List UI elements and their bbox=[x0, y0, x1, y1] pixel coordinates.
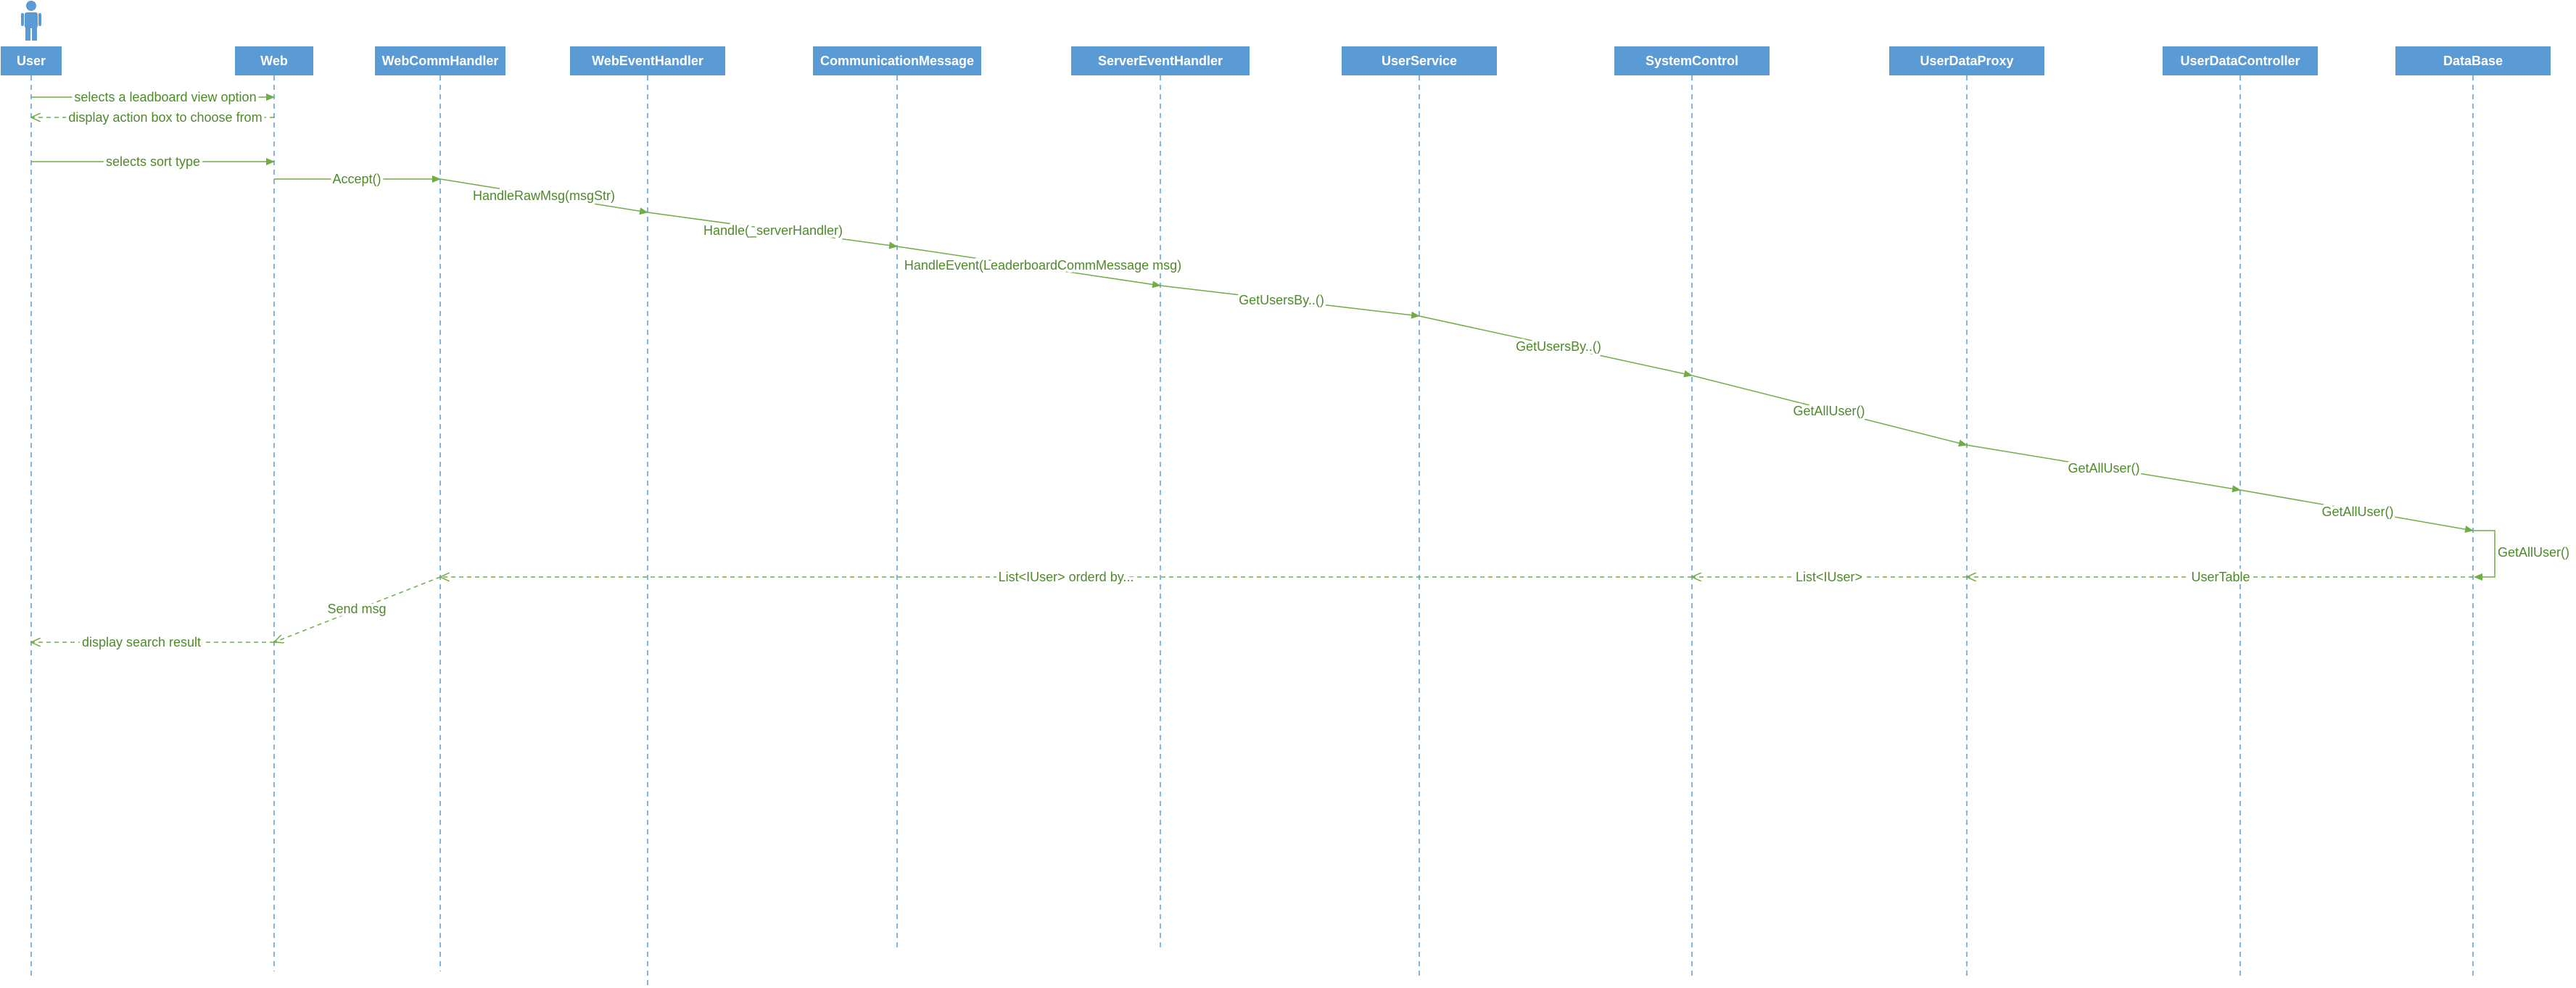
message-sync: Accept() bbox=[274, 169, 441, 189]
message-return: List<IUser> bbox=[1692, 567, 1967, 587]
message-sync: HandleEvent(LeaderboardCommMessage msg) bbox=[896, 246, 1184, 288]
message-return: Send msg bbox=[274, 576, 441, 642]
participant-box bbox=[2163, 46, 2318, 75]
message-sync: GetAllUser() bbox=[2239, 489, 2474, 534]
participant-box bbox=[375, 46, 505, 75]
call-arrow bbox=[647, 212, 898, 249]
message-sync: GetAllUser() bbox=[1966, 444, 2241, 493]
message-label: UserTable bbox=[2191, 570, 2250, 584]
message-sync: GetUsersBy..() bbox=[1419, 315, 1693, 378]
message-label: GetAllUser() bbox=[2498, 545, 2569, 560]
participant-user[interactable]: User bbox=[1, 46, 62, 75]
participant-database[interactable]: DataBase bbox=[2395, 46, 2551, 75]
message-label: Accept() bbox=[332, 172, 381, 186]
message-label: GetAllUser() bbox=[1793, 404, 1865, 418]
participant-label: ServerEventHandler bbox=[1098, 54, 1223, 68]
message-sync: GetAllUser() bbox=[1691, 375, 1968, 447]
participant-box bbox=[1614, 46, 1770, 75]
participant-webcomm[interactable]: WebCommHandler bbox=[375, 46, 505, 75]
participant-label: Web bbox=[260, 54, 288, 68]
message-label: HandleEvent(LeaderboardCommMessage msg) bbox=[904, 258, 1181, 273]
message-sync: HandleRawMsg(msgStr) bbox=[439, 178, 648, 215]
participant-box bbox=[570, 46, 725, 75]
message-return: List<IUser> orderd by... bbox=[440, 567, 1692, 587]
message-label: selects a leadboard view option bbox=[74, 90, 256, 104]
participant-serverevent[interactable]: ServerEventHandler bbox=[1071, 46, 1250, 75]
message-label: GetUsersBy..() bbox=[1516, 339, 1601, 354]
participant-label: WebCommHandler bbox=[382, 54, 499, 68]
participant-controller[interactable]: UserDataController bbox=[2163, 46, 2318, 75]
participant-label: DataBase bbox=[2443, 54, 2503, 68]
message-label: Handle(_serverHandler) bbox=[703, 223, 843, 238]
participant-box bbox=[1071, 46, 1250, 75]
message-return: display action box to choose from bbox=[31, 107, 274, 128]
message-label: GetAllUser() bbox=[2321, 505, 2393, 519]
return-arrow bbox=[274, 576, 441, 642]
participant-box bbox=[1889, 46, 2044, 75]
participant-label: SystemControl bbox=[1646, 54, 1738, 68]
participant-box bbox=[235, 46, 313, 75]
participant-label: UserService bbox=[1382, 54, 1457, 68]
call-arrow bbox=[2239, 489, 2474, 534]
participant-box bbox=[1, 46, 62, 75]
participant-label: UserDataProxy bbox=[1920, 54, 2013, 68]
participant-box bbox=[2395, 46, 2551, 75]
message-label: GetAllUser() bbox=[2068, 461, 2139, 476]
message-return: UserTable bbox=[1967, 567, 2473, 587]
call-arrow bbox=[1419, 315, 1693, 378]
message-label: GetUsersBy..() bbox=[1239, 293, 1324, 307]
participant-label: CommunicationMessage bbox=[820, 54, 974, 68]
participant-label: User bbox=[17, 54, 46, 68]
person-icon bbox=[21, 1, 41, 41]
message-sync: selects sort type bbox=[31, 151, 275, 172]
message-label: display action box to choose from bbox=[68, 110, 262, 125]
participant-box bbox=[1342, 46, 1497, 75]
message-return: display search result bbox=[31, 632, 274, 652]
participant-label: WebEventHandler bbox=[592, 54, 703, 68]
participant-commmsg[interactable]: CommunicationMessage bbox=[813, 46, 981, 75]
call-arrow bbox=[1160, 285, 1420, 319]
message-label: HandleRawMsg(msgStr) bbox=[473, 188, 615, 203]
self-call-arrow bbox=[2473, 530, 2496, 581]
message-label: List<IUser> bbox=[1796, 570, 1862, 584]
call-arrow bbox=[896, 246, 1161, 288]
call-arrow bbox=[439, 178, 648, 215]
call-arrow bbox=[1966, 444, 2241, 493]
message-label: display search result bbox=[82, 635, 201, 649]
message-label: Send msg bbox=[327, 602, 386, 616]
participant-label: UserDataController bbox=[2180, 54, 2300, 68]
participant-box bbox=[813, 46, 981, 75]
participant-webevent[interactable]: WebEventHandler bbox=[570, 46, 725, 75]
message-sync: Handle(_serverHandler) bbox=[647, 212, 898, 249]
message-sync: selects a leadboard view option bbox=[31, 87, 275, 107]
participant-proxy[interactable]: UserDataProxy bbox=[1889, 46, 2044, 75]
message-label: selects sort type bbox=[106, 154, 200, 169]
message-self: GetAllUser() bbox=[2473, 530, 2572, 581]
message-sync: GetUsersBy..() bbox=[1160, 285, 1420, 319]
call-arrow bbox=[1691, 375, 1968, 447]
participant-systemcontrol[interactable]: SystemControl bbox=[1614, 46, 1770, 75]
participant-userservice[interactable]: UserService bbox=[1342, 46, 1497, 75]
participant-web[interactable]: Web bbox=[235, 46, 313, 75]
message-label: List<IUser> orderd by... bbox=[999, 570, 1134, 584]
